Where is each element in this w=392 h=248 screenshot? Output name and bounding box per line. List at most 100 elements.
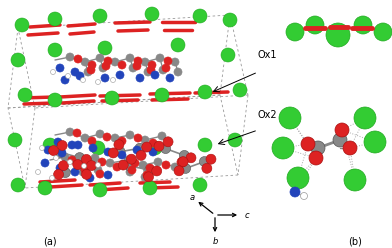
Circle shape (154, 141, 164, 151)
Circle shape (144, 68, 152, 76)
Circle shape (104, 171, 112, 179)
Circle shape (91, 154, 99, 162)
Circle shape (48, 12, 62, 26)
Circle shape (151, 71, 159, 79)
Circle shape (326, 23, 350, 47)
Circle shape (86, 174, 94, 182)
Circle shape (306, 16, 324, 34)
Circle shape (15, 18, 29, 32)
Circle shape (82, 155, 91, 164)
Circle shape (76, 158, 84, 166)
Circle shape (88, 137, 96, 145)
Circle shape (139, 161, 147, 169)
Circle shape (79, 168, 87, 176)
Circle shape (147, 66, 155, 74)
Circle shape (57, 140, 67, 151)
Circle shape (74, 55, 82, 63)
Circle shape (41, 159, 49, 167)
Circle shape (134, 57, 142, 65)
Circle shape (98, 158, 106, 166)
Circle shape (126, 54, 134, 62)
Circle shape (86, 161, 96, 171)
Circle shape (146, 164, 154, 172)
Circle shape (286, 23, 304, 41)
Circle shape (171, 38, 185, 52)
Circle shape (61, 153, 69, 161)
Circle shape (56, 64, 64, 72)
Circle shape (171, 58, 179, 66)
Circle shape (162, 161, 170, 169)
Circle shape (149, 139, 157, 147)
Circle shape (164, 57, 172, 65)
Circle shape (118, 151, 126, 159)
Circle shape (228, 133, 242, 147)
Circle shape (43, 138, 57, 152)
Circle shape (221, 48, 235, 62)
Circle shape (51, 69, 56, 74)
Circle shape (156, 54, 164, 62)
Circle shape (80, 162, 90, 172)
Circle shape (223, 13, 237, 27)
Circle shape (159, 66, 167, 74)
Circle shape (103, 133, 111, 141)
Text: b: b (212, 238, 218, 247)
Circle shape (354, 107, 376, 129)
Circle shape (128, 166, 136, 174)
Circle shape (56, 164, 64, 172)
Circle shape (149, 148, 157, 156)
Circle shape (53, 155, 58, 160)
Circle shape (155, 88, 169, 102)
Circle shape (73, 129, 81, 137)
Circle shape (55, 147, 65, 157)
Circle shape (96, 54, 104, 62)
Circle shape (82, 163, 87, 168)
Circle shape (11, 178, 25, 192)
Circle shape (311, 141, 325, 155)
Circle shape (81, 166, 89, 174)
Circle shape (68, 156, 76, 164)
Circle shape (118, 61, 126, 69)
Circle shape (174, 68, 182, 76)
Circle shape (354, 16, 372, 34)
Circle shape (174, 166, 184, 176)
Circle shape (93, 183, 107, 197)
Circle shape (136, 150, 146, 160)
Circle shape (49, 176, 54, 181)
Circle shape (66, 53, 74, 61)
Circle shape (61, 76, 69, 84)
Circle shape (44, 146, 52, 154)
Circle shape (40, 146, 45, 151)
Circle shape (76, 72, 84, 80)
Text: Ox2: Ox2 (258, 110, 278, 120)
Circle shape (91, 141, 105, 155)
Circle shape (374, 23, 392, 41)
Text: (a): (a) (43, 237, 57, 247)
Circle shape (54, 138, 62, 146)
Circle shape (65, 73, 71, 79)
Circle shape (133, 62, 141, 70)
Circle shape (126, 168, 134, 176)
Circle shape (125, 161, 135, 171)
Circle shape (38, 181, 52, 195)
Circle shape (106, 159, 114, 167)
Circle shape (67, 159, 73, 164)
Circle shape (301, 137, 315, 151)
Circle shape (118, 160, 128, 170)
Circle shape (124, 156, 132, 164)
Circle shape (131, 159, 139, 167)
Circle shape (181, 163, 191, 173)
Circle shape (49, 146, 58, 155)
Circle shape (145, 7, 159, 21)
Circle shape (83, 161, 91, 169)
Circle shape (101, 74, 109, 82)
Circle shape (111, 77, 116, 83)
Circle shape (134, 134, 142, 142)
Circle shape (136, 74, 144, 82)
Circle shape (102, 62, 110, 70)
Circle shape (116, 71, 124, 79)
Circle shape (36, 169, 40, 175)
Circle shape (118, 137, 126, 145)
Circle shape (143, 181, 157, 195)
Circle shape (111, 134, 119, 142)
Circle shape (193, 9, 207, 23)
